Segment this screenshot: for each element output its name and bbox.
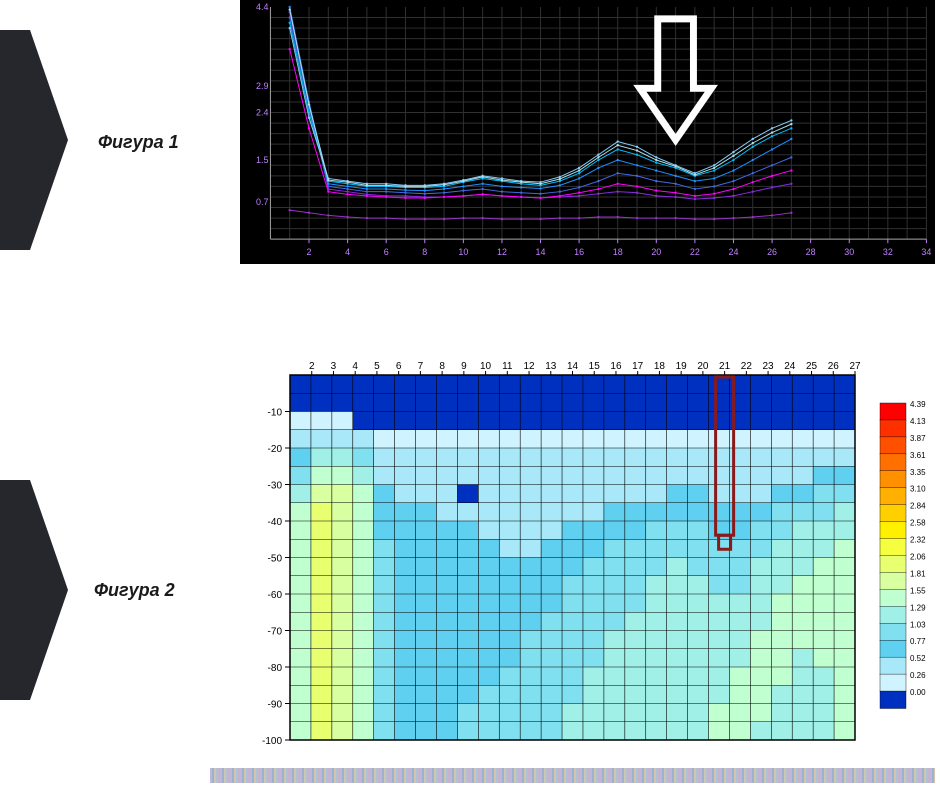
svg-text:13: 13 [545, 361, 557, 372]
svg-text:19: 19 [676, 361, 688, 372]
svg-text:34: 34 [921, 247, 931, 257]
svg-text:17: 17 [632, 361, 644, 372]
svg-text:7: 7 [418, 361, 424, 372]
svg-text:1.29: 1.29 [910, 603, 926, 612]
svg-text:3: 3 [331, 361, 337, 372]
svg-text:12: 12 [497, 247, 507, 257]
svg-text:32: 32 [883, 247, 893, 257]
svg-text:3.10: 3.10 [910, 485, 926, 494]
svg-text:28: 28 [806, 247, 816, 257]
svg-text:2.9: 2.9 [256, 81, 268, 91]
svg-text:26: 26 [767, 247, 777, 257]
svg-text:24: 24 [729, 247, 739, 257]
svg-text:30: 30 [844, 247, 854, 257]
svg-text:4.4: 4.4 [256, 2, 268, 12]
svg-text:0.77: 0.77 [910, 637, 926, 646]
svg-text:3.87: 3.87 [910, 434, 926, 443]
svg-text:-40: -40 [268, 517, 283, 528]
svg-text:0.26: 0.26 [910, 671, 926, 680]
svg-text:8: 8 [422, 247, 427, 257]
svg-text:0.00: 0.00 [910, 688, 926, 697]
svg-text:20: 20 [651, 247, 661, 257]
svg-text:0.52: 0.52 [910, 654, 926, 663]
svg-text:25: 25 [806, 361, 818, 372]
svg-text:9: 9 [461, 361, 467, 372]
svg-text:24: 24 [784, 361, 796, 372]
svg-text:22: 22 [741, 361, 753, 372]
svg-text:3.35: 3.35 [910, 468, 926, 477]
svg-text:27: 27 [849, 361, 861, 372]
svg-text:1.55: 1.55 [910, 586, 926, 595]
svg-text:4.39: 4.39 [910, 400, 926, 409]
svg-text:10: 10 [480, 361, 492, 372]
svg-text:2: 2 [309, 361, 315, 372]
svg-text:22: 22 [690, 247, 700, 257]
svg-text:2.84: 2.84 [910, 502, 926, 511]
svg-text:23: 23 [763, 361, 775, 372]
svg-text:2.58: 2.58 [910, 519, 926, 528]
svg-text:-50: -50 [268, 554, 283, 565]
noise-strip [210, 768, 935, 783]
svg-text:20: 20 [697, 361, 709, 372]
svg-text:6: 6 [384, 247, 389, 257]
svg-text:2.4: 2.4 [256, 107, 268, 117]
svg-text:-100: -100 [262, 736, 282, 747]
svg-text:4.13: 4.13 [910, 417, 926, 426]
svg-text:18: 18 [654, 361, 666, 372]
chart-2: 2345678910111213141516171819202122232425… [240, 355, 935, 750]
svg-text:-10: -10 [268, 408, 283, 419]
svg-text:0.7: 0.7 [256, 197, 268, 207]
svg-text:4: 4 [345, 247, 350, 257]
svg-text:5: 5 [374, 361, 380, 372]
svg-text:-30: -30 [268, 481, 283, 492]
svg-text:-70: -70 [268, 627, 283, 638]
svg-text:16: 16 [610, 361, 622, 372]
svg-text:10: 10 [458, 247, 468, 257]
svg-text:2.06: 2.06 [910, 553, 926, 562]
svg-text:-60: -60 [268, 590, 283, 601]
svg-text:14: 14 [536, 247, 546, 257]
svg-text:6: 6 [396, 361, 402, 372]
svg-text:15: 15 [589, 361, 601, 372]
chart-1: 0.71.52.42.94.42468101214161820222426283… [240, 0, 935, 264]
svg-text:18: 18 [613, 247, 623, 257]
svg-text:11: 11 [502, 361, 513, 372]
svg-text:14: 14 [567, 361, 579, 372]
svg-text:1.5: 1.5 [256, 155, 268, 165]
svg-text:-80: -80 [268, 663, 283, 674]
svg-text:-90: -90 [268, 700, 283, 711]
svg-text:12: 12 [523, 361, 535, 372]
svg-text:3.61: 3.61 [910, 451, 926, 460]
svg-text:16: 16 [574, 247, 584, 257]
svg-text:2.32: 2.32 [910, 536, 926, 545]
svg-text:1.81: 1.81 [910, 569, 926, 578]
svg-text:21: 21 [719, 361, 731, 372]
svg-text:26: 26 [828, 361, 840, 372]
figure-1-label: Фигура 1 [98, 132, 179, 153]
decor-arrow-2 [0, 480, 70, 700]
svg-text:4: 4 [352, 361, 358, 372]
svg-text:-20: -20 [268, 444, 283, 455]
decor-arrow-1 [0, 30, 70, 250]
svg-text:1.03: 1.03 [910, 620, 926, 629]
svg-text:8: 8 [439, 361, 445, 372]
svg-text:2: 2 [307, 247, 312, 257]
figure-2-label: Фигура 2 [94, 580, 175, 601]
